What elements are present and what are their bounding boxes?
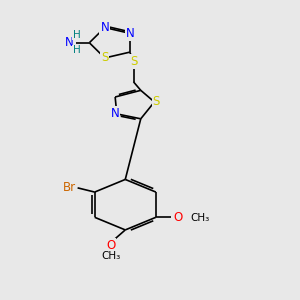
Text: H: H (73, 45, 80, 55)
Text: CH₃: CH₃ (190, 213, 209, 223)
Text: S: S (101, 51, 109, 64)
Text: N: N (100, 21, 109, 34)
Text: S: S (152, 95, 160, 108)
Text: H: H (73, 30, 80, 40)
Text: N: N (125, 27, 134, 40)
Text: S: S (130, 55, 137, 68)
Text: CH₃: CH₃ (101, 251, 120, 261)
Text: N: N (111, 107, 119, 120)
Text: O: O (106, 239, 115, 252)
Text: O: O (174, 211, 183, 224)
Text: Br: Br (63, 182, 76, 194)
Text: N: N (65, 36, 74, 49)
